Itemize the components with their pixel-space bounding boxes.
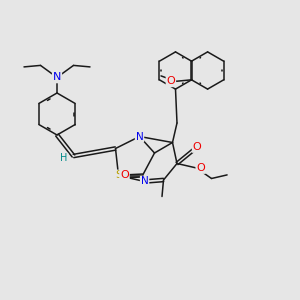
Text: N: N bbox=[141, 176, 148, 187]
Text: O: O bbox=[193, 142, 202, 152]
Text: O: O bbox=[167, 76, 175, 86]
Text: N: N bbox=[53, 72, 61, 82]
Text: S: S bbox=[115, 170, 122, 181]
Text: N: N bbox=[136, 131, 143, 142]
Text: H: H bbox=[60, 153, 68, 164]
Text: O: O bbox=[196, 163, 205, 173]
Text: O: O bbox=[120, 170, 129, 181]
